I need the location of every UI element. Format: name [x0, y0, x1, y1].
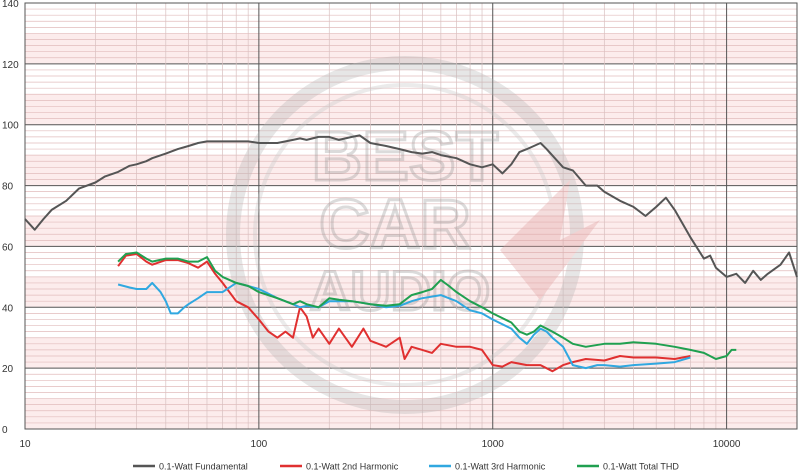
legend-label: 0.1-Watt Total THD [603, 462, 679, 471]
x-tick-label: 100 [251, 439, 268, 450]
y-tick-label: 120 [2, 60, 19, 71]
watermark-swoosh [500, 180, 600, 300]
plot-border [24, 2, 798, 430]
series-line-1 [24, 134, 798, 284]
x-tick-label: 1000 [482, 439, 505, 450]
y-tick-label: 40 [2, 303, 14, 314]
band [25, 94, 797, 125]
y-axis-ticks: 0 20 40 60 80 100 120 140 [2, 0, 19, 436]
x-tick-label: 10000 [713, 439, 741, 450]
y-tick-label: 100 [2, 121, 19, 132]
y-tick-label: 140 [2, 0, 19, 10]
watermark-text-line-3: AUDIO [310, 259, 490, 322]
background-bands [25, 33, 797, 429]
series-line-4 [117, 251, 737, 360]
watermark-text-line-1: BEST [312, 117, 499, 195]
watermark-text-line-2: CAR [319, 185, 471, 263]
series-line-2 [117, 253, 691, 373]
legend-label: 0.1-Watt 3rd Harmonic [455, 462, 546, 471]
legend: 0.1-Watt Fundamental 0.1-Watt 2nd Harmoni… [133, 462, 679, 471]
series-lines [24, 134, 798, 373]
y-tick-label: 0 [2, 425, 8, 436]
y-tick-label: 60 [2, 242, 14, 253]
band [25, 216, 797, 247]
band [25, 33, 797, 64]
legend-label: 0.1-Watt 2nd Harmonic [306, 462, 399, 471]
watermark-logo: BEST CAR AUDIO [226, 56, 600, 414]
x-axis-ticks: 10 100 1000 10000 [19, 439, 741, 450]
band [25, 398, 797, 429]
series-line-3 [117, 281, 691, 370]
legend-label: 0.1-Watt Fundamental [159, 462, 248, 471]
y-tick-label: 20 [2, 364, 14, 375]
y-tick-label: 80 [2, 182, 14, 193]
band [25, 337, 797, 369]
band [25, 155, 797, 186]
x-tick-label: 10 [19, 439, 31, 450]
